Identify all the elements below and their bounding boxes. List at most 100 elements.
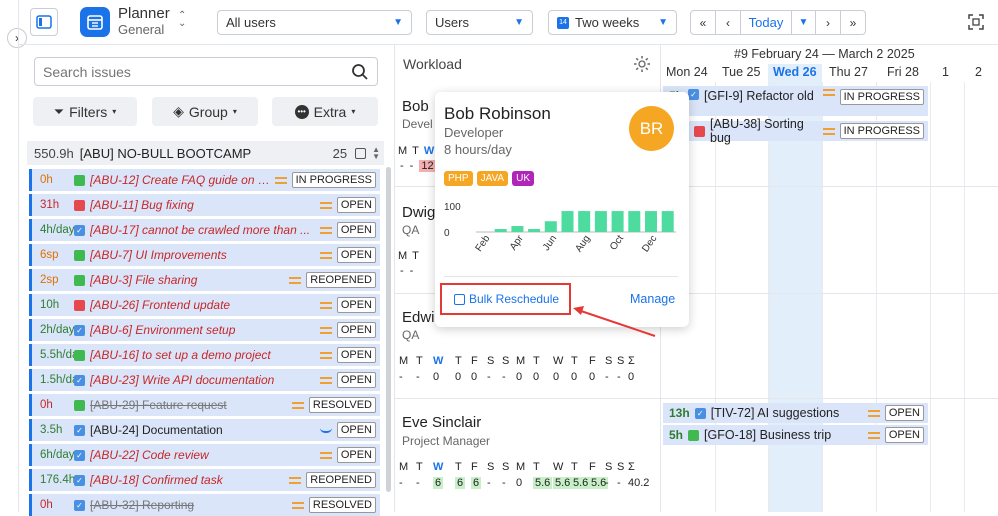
grid-line <box>930 82 931 512</box>
extra-label: Extra <box>313 103 347 120</box>
today-label: Today <box>748 15 784 30</box>
day-letter: M <box>399 355 409 367</box>
bookmark-icon <box>74 174 85 186</box>
group-label: Group <box>188 103 228 120</box>
user-name-edwin[interactable]: Edwi <box>402 309 435 326</box>
sidebar-panel-icon <box>36 15 52 29</box>
issue-row[interactable]: 31h [ABU-11] Bug fixing OPEN <box>29 194 380 216</box>
issue-time: 4h/day <box>40 224 75 236</box>
issue-time: 0h <box>40 399 53 411</box>
chevron-down-icon: ▼ <box>798 17 809 28</box>
week-value: - <box>400 160 404 172</box>
fit-screen-button[interactable] <box>964 10 988 34</box>
issue-status: OPEN <box>336 347 376 363</box>
today-dropdown-button[interactable]: ▼ <box>791 10 816 35</box>
issue-row[interactable]: 1.5h/day ✓ [ABU-23] Write API documentatio… <box>29 369 380 391</box>
grid-line <box>964 82 965 512</box>
issue-list-scrollbar[interactable] <box>386 167 391 492</box>
issue-row[interactable]: 5.5h/day [ABU-16] to set up a demo projec… <box>29 344 380 366</box>
view-mode-select[interactable]: Users ▼ <box>426 10 533 35</box>
dwight-week-values: -- <box>400 265 413 277</box>
extra-button[interactable]: ••• Extra ▾ <box>272 97 378 126</box>
jump-forward-button[interactable]: » <box>840 10 866 35</box>
day-letter: S <box>502 461 510 473</box>
app-subtitle: General <box>118 22 165 37</box>
issue-row[interactable]: 2sp [ABU-3] File sharing REOPENED <box>29 269 380 291</box>
issue-row[interactable]: 2h/day ✓ [ABU-6] Environment setup OPEN <box>29 319 380 341</box>
sidebar-expand-button[interactable]: › <box>7 28 27 48</box>
week-value: - <box>409 265 414 277</box>
task-bar[interactable]: [ABU-38] Sorting bug IN PROGRESS <box>663 117 928 145</box>
users-filter-select[interactable]: All users ▼ <box>217 10 412 35</box>
checkbox-icon: ✓ <box>688 89 700 100</box>
issue-time: 0h <box>40 174 53 186</box>
bulk-reschedule-button[interactable]: Bulk Reschedule <box>440 283 571 315</box>
issue-time: 3.5h <box>40 424 63 436</box>
issue-row[interactable]: 4h/day ✓ [ABU-17] cannot be crawled more t… <box>29 219 380 241</box>
prev-button[interactable]: ‹ <box>715 10 741 35</box>
task-status: IN PROGRESS <box>839 123 924 139</box>
next-button[interactable]: › <box>815 10 841 35</box>
project-header[interactable]: 550.9h [ABU] NO-BULL BOOTCAMP 25 ▲ ▼ <box>27 141 384 165</box>
issue-title: [ABU-32] Reporting <box>90 498 195 512</box>
day-letter: F <box>471 355 478 367</box>
user-name-eve[interactable]: Eve Sinclair <box>402 414 482 431</box>
x-tick-label: Aug <box>573 233 592 254</box>
today-button[interactable]: Today <box>740 10 792 35</box>
group-button[interactable]: ◈ Group ▾ <box>152 97 258 126</box>
issue-row[interactable]: 0h ✓ [ABU-32] Reporting RESOLVED <box>29 494 380 516</box>
day-letter: T <box>412 250 419 262</box>
popup-divider <box>444 276 678 277</box>
issue-time: 2h/day <box>40 324 75 336</box>
panel-toggle-button[interactable] <box>30 8 58 36</box>
issue-row[interactable]: 6h/day ✓ [ABU-22] Code review OPEN <box>29 444 380 466</box>
bookmark-icon <box>74 399 85 411</box>
task-title: [GFI-9] Refactor old <box>704 89 814 103</box>
range-select[interactable]: 14 Two weeks ▼ <box>548 10 677 35</box>
search-input[interactable] <box>43 63 351 80</box>
issue-time: 6h/day <box>40 449 75 461</box>
search-icon[interactable] <box>351 63 369 81</box>
sort-icon[interactable]: ▲ ▼ <box>372 145 380 161</box>
grid-line <box>715 82 716 512</box>
chart-bar <box>511 226 524 232</box>
day-header: Tue 25 <box>722 65 761 79</box>
task-bar[interactable]: 13h ✓ [TIV-72] AI suggestions OPEN <box>663 403 928 423</box>
day-header: Fri 28 <box>887 65 919 79</box>
week-value: 5.6 <box>533 477 553 489</box>
chart-bar <box>611 211 624 232</box>
user-name-dwight[interactable]: Dwig <box>402 204 436 221</box>
jump-back-button[interactable]: « <box>690 10 716 35</box>
task-status: IN PROGRESS <box>839 89 924 105</box>
week-value: 6 <box>433 477 444 489</box>
week-value: - <box>400 265 404 277</box>
issue-title: [ABU-26] Frontend update <box>90 298 231 312</box>
issue-row[interactable]: 0h [ABU-12] Create FAQ guide on how to ..… <box>29 169 380 191</box>
issue-row[interactable]: 0h [ABU-29] Feature request RESOLVED <box>29 394 380 416</box>
issue-status: OPEN <box>336 372 376 388</box>
manage-link[interactable]: Manage <box>630 292 676 306</box>
issue-row[interactable]: 6sp [ABU-7] UI Improvements OPEN <box>29 244 380 266</box>
popup-user-hours: 8 hours/day <box>444 142 512 157</box>
task-bar[interactable]: 5h [GFO-18] Business trip OPEN <box>663 425 928 445</box>
task-bar[interactable]: 5h ✓ [GFI-9] Refactor old IN PROGRESS <box>663 86 928 116</box>
project-calendar-icon[interactable] <box>355 147 367 159</box>
filters-button[interactable]: ⏷ Filters ▾ <box>33 97 137 126</box>
app-switch-icon[interactable]: ⌃ ⌄ <box>178 10 187 29</box>
issue-row[interactable]: 10h [ABU-26] Frontend update OPEN <box>29 294 380 316</box>
issue-time: 2sp <box>40 274 59 286</box>
user-row-divider <box>395 398 998 399</box>
issue-status: OPEN <box>336 247 376 263</box>
search-box[interactable] <box>34 57 378 86</box>
user-name-bob[interactable]: Bob <box>402 98 429 115</box>
user-role-edwin: QA <box>402 328 420 342</box>
day-letter: T <box>533 461 540 473</box>
day-letter: T <box>416 461 423 473</box>
issue-row[interactable]: 3.5h ✓ [ABU-24] Documentation OPEN <box>29 419 380 441</box>
x-tick-label: Feb <box>474 233 493 254</box>
issue-row[interactable]: 176.4h ✓ [ABU-18] Confirmed task REOPENED <box>29 469 380 491</box>
bug-icon <box>74 199 85 211</box>
settings-gear-icon[interactable] <box>632 54 652 74</box>
checkbox-icon: ✓ <box>74 224 85 236</box>
week-value: - <box>502 371 506 383</box>
